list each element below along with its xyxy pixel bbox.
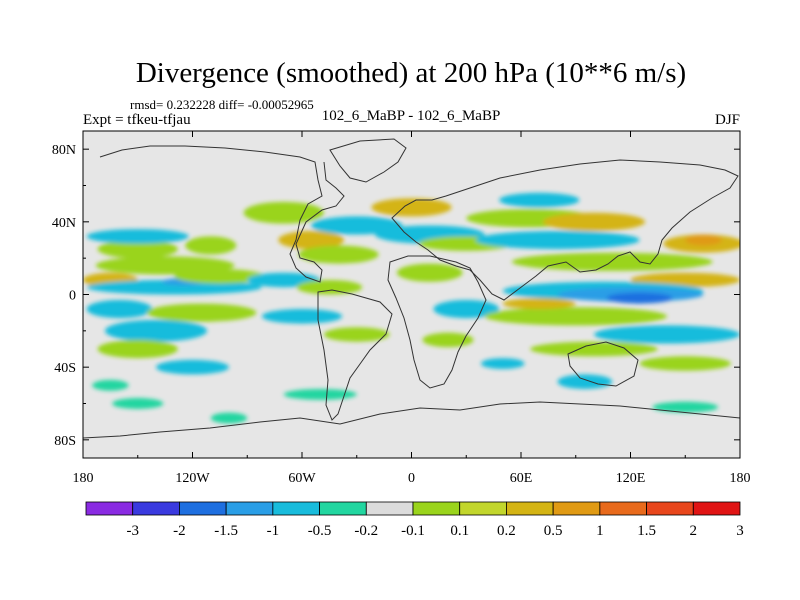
colorbar: -3 -2 -1.5 -1 -0.5 -0.2 -0.1 0.1 0.2 0.5 1 1.5 2 3	[85, 501, 744, 539]
divergence-region-16	[243, 201, 324, 224]
colorbar-box-13	[692, 501, 741, 516]
y-tick-label-2: 0	[69, 289, 76, 304]
colorbar-label-9: 0.5	[544, 523, 563, 539]
colorbar-label-8: 0.2	[497, 523, 516, 539]
divergence-region-9	[146, 303, 257, 322]
coastline-eurasia	[391, 159, 739, 301]
experiment-label: Expt = tfkeu-tfjau	[83, 112, 191, 128]
divergence-region-31	[480, 358, 525, 369]
colorbar-label-1: -2	[173, 523, 186, 539]
divergence-region-10	[104, 319, 208, 342]
divergence-region-14	[112, 398, 164, 409]
divergence-region-38	[685, 234, 722, 246]
coastline-south-america	[317, 289, 393, 421]
season-label: DJF	[715, 112, 740, 128]
divergence-region-18	[311, 216, 403, 235]
colorbar-label-0: -3	[126, 523, 139, 539]
colorbar-label-13: 3	[736, 523, 744, 539]
colorbar-label-10: 1	[596, 523, 604, 539]
colorbar-box-1	[132, 501, 180, 516]
divergence-region-49	[652, 401, 719, 413]
divergence-region-11	[97, 339, 178, 359]
divergence-region-35	[475, 230, 640, 250]
x-tick-label-0: 180	[73, 471, 94, 486]
y-tick-label-4: 80S	[54, 434, 76, 449]
divergence-region-21	[296, 279, 363, 295]
divergence-region-28	[396, 263, 463, 282]
coastline-antarctica	[83, 401, 740, 439]
divergence-region-5	[86, 279, 262, 295]
colorbar-box-6	[365, 501, 414, 516]
colorbar-box-5	[319, 501, 367, 516]
coastlines	[83, 138, 740, 439]
coastline-australia	[567, 341, 639, 387]
divergence-region-22	[261, 309, 343, 324]
divergence-region-17	[278, 230, 344, 250]
divergence-region-15	[210, 412, 248, 424]
x-tick-label-4: 60E	[510, 471, 533, 486]
divergence-region-0	[97, 240, 178, 259]
colorbar-label-7: 0.1	[450, 523, 469, 539]
colorbar-label-4: -0.5	[308, 523, 332, 539]
divergence-region-36	[511, 252, 713, 271]
divergence-region-34	[542, 212, 646, 231]
x-tick-label-6: 180	[730, 471, 751, 486]
divergence-region-47	[639, 356, 731, 371]
divergence-region-23	[323, 327, 390, 342]
x-tick-label-1: 120W	[175, 471, 210, 486]
colorbar-label-2: -1.5	[214, 523, 238, 539]
colorbar-box-10	[552, 501, 601, 516]
chart-title: Divergence (smoothed) at 200 hPa (10**6 …	[136, 57, 686, 89]
divergence-region-1	[185, 236, 237, 255]
divergence-region-7	[174, 269, 266, 284]
divergence-region-25	[371, 198, 452, 217]
y-tick-label-0: 80N	[52, 143, 76, 158]
x-tick-label-5: 120E	[616, 471, 646, 486]
coastline-north-america	[99, 145, 345, 283]
coastline-africa	[387, 255, 487, 389]
colorbar-box-8	[459, 501, 507, 516]
stats-text: rmsd= 0.232228 diff= -0.00052965	[130, 97, 314, 112]
colorbar-label-12: 2	[690, 523, 698, 539]
divergence-region-48	[557, 374, 613, 389]
divergence-region-24	[283, 388, 357, 400]
divergence-region-44	[502, 298, 576, 310]
y-tick-label-3: 40S	[54, 361, 76, 376]
y-tick-label-1: 40N	[52, 216, 76, 231]
coastline-greenland	[329, 138, 407, 183]
colorbar-box-0	[85, 501, 134, 516]
divergence-region-46	[530, 341, 658, 357]
comparison-label: 102_6_MaBP - 102_6_MaBP	[322, 108, 501, 124]
colorbar-box-4	[272, 501, 320, 516]
colorbar-box-7	[412, 501, 461, 516]
colorbar-label-11: 1.5	[637, 523, 656, 539]
divergence-region-43	[484, 307, 667, 326]
divergence-region-30	[422, 332, 474, 348]
colorbar-label-3: -1	[267, 523, 280, 539]
x-tick-label-3: 0	[408, 471, 415, 486]
colorbar-box-9	[506, 501, 554, 516]
colorbar-box-12	[646, 501, 694, 516]
x-tick-label-2: 60W	[288, 471, 316, 486]
colorbar-box-2	[179, 501, 227, 516]
divergence-region-32	[499, 192, 580, 208]
x-axis: 180 120W 60W 0 60E 120E 180	[73, 131, 751, 486]
divergence-region-29	[433, 299, 500, 319]
divergence-region-2	[86, 229, 189, 244]
divergence-region-12	[156, 359, 229, 375]
divergence-region-19	[298, 245, 379, 264]
y-axis: 80N 40N 0 40S 80S	[52, 143, 740, 449]
colorbar-box-3	[225, 501, 274, 516]
colorbar-label-6: -0.1	[401, 523, 425, 539]
divergence-region-13	[92, 379, 129, 391]
divergence-region-42	[606, 292, 673, 304]
divergence-region-45	[594, 325, 740, 344]
colorbar-box-11	[599, 501, 647, 516]
divergence-region-8	[86, 299, 153, 319]
colorbar-label-5: -0.2	[354, 523, 378, 539]
